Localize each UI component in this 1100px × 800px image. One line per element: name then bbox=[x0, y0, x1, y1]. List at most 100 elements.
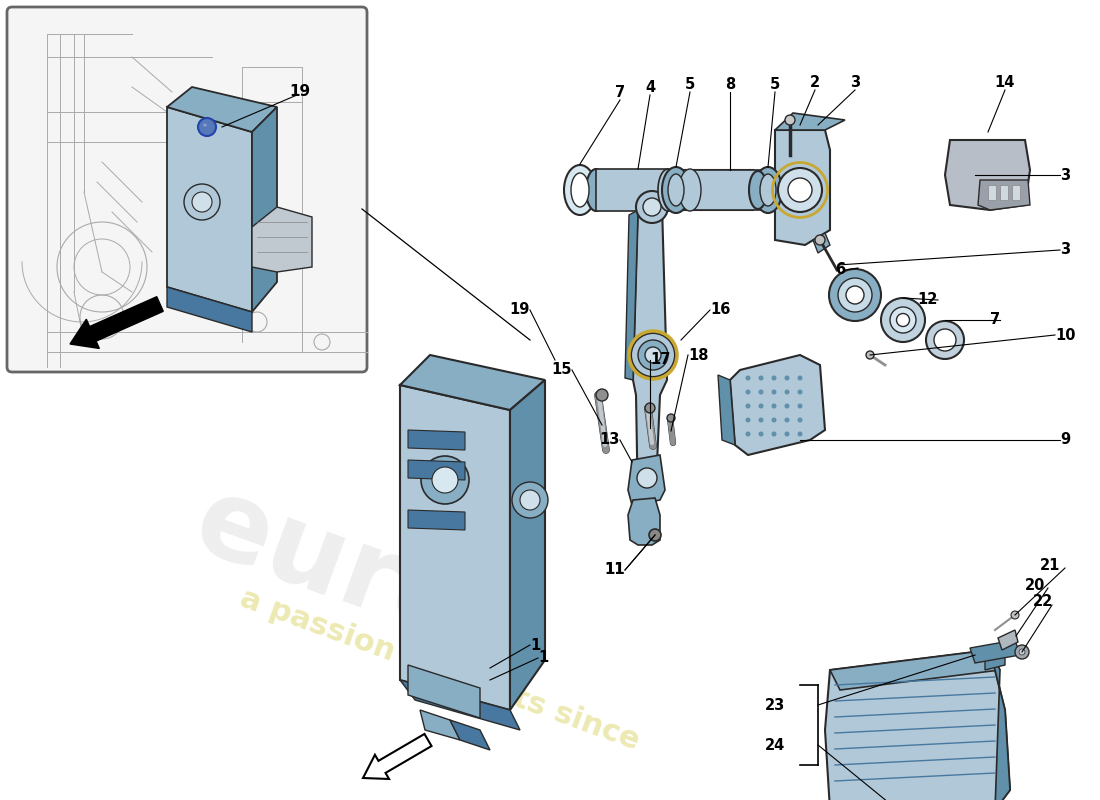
Polygon shape bbox=[408, 430, 465, 450]
Circle shape bbox=[1019, 649, 1025, 655]
Polygon shape bbox=[596, 170, 754, 210]
Circle shape bbox=[746, 431, 750, 437]
Circle shape bbox=[771, 431, 777, 437]
Text: 22: 22 bbox=[1033, 594, 1053, 610]
Polygon shape bbox=[730, 355, 825, 455]
Circle shape bbox=[798, 375, 803, 381]
Polygon shape bbox=[596, 169, 668, 211]
Circle shape bbox=[746, 375, 750, 381]
Polygon shape bbox=[813, 233, 830, 253]
Polygon shape bbox=[167, 87, 277, 132]
Text: 21: 21 bbox=[1040, 558, 1060, 573]
Circle shape bbox=[192, 192, 212, 212]
Polygon shape bbox=[400, 680, 520, 730]
FancyBboxPatch shape bbox=[7, 7, 367, 372]
Circle shape bbox=[771, 418, 777, 422]
Text: 2: 2 bbox=[810, 75, 821, 90]
Polygon shape bbox=[596, 170, 754, 178]
Circle shape bbox=[421, 456, 469, 504]
Text: 23: 23 bbox=[764, 698, 785, 713]
Polygon shape bbox=[690, 170, 768, 210]
Polygon shape bbox=[998, 630, 1018, 650]
Text: 5: 5 bbox=[685, 77, 695, 92]
Text: 7: 7 bbox=[615, 85, 625, 100]
Ellipse shape bbox=[679, 169, 701, 211]
Circle shape bbox=[645, 403, 654, 413]
Polygon shape bbox=[510, 380, 544, 710]
Text: 12: 12 bbox=[917, 293, 938, 307]
Text: 9: 9 bbox=[1060, 433, 1070, 447]
Ellipse shape bbox=[760, 174, 775, 206]
Ellipse shape bbox=[890, 307, 916, 333]
Polygon shape bbox=[400, 355, 544, 410]
Ellipse shape bbox=[571, 173, 588, 207]
Ellipse shape bbox=[926, 321, 964, 359]
Text: 13: 13 bbox=[600, 433, 620, 447]
Text: 20: 20 bbox=[1025, 578, 1045, 593]
Polygon shape bbox=[635, 510, 645, 530]
Circle shape bbox=[778, 168, 822, 212]
Circle shape bbox=[638, 340, 668, 370]
Polygon shape bbox=[420, 710, 460, 740]
Polygon shape bbox=[830, 650, 1000, 690]
Text: 10: 10 bbox=[1055, 327, 1076, 342]
Polygon shape bbox=[400, 385, 510, 710]
Ellipse shape bbox=[846, 286, 864, 304]
Polygon shape bbox=[450, 720, 490, 750]
Circle shape bbox=[1015, 645, 1028, 659]
Bar bbox=[1000, 185, 1008, 200]
Polygon shape bbox=[758, 172, 782, 208]
Text: 5: 5 bbox=[770, 77, 780, 92]
Ellipse shape bbox=[838, 278, 872, 312]
Ellipse shape bbox=[204, 123, 207, 126]
Ellipse shape bbox=[881, 298, 925, 342]
Text: 3: 3 bbox=[1060, 242, 1070, 258]
Polygon shape bbox=[167, 287, 252, 332]
Circle shape bbox=[771, 375, 777, 381]
Circle shape bbox=[746, 403, 750, 409]
Circle shape bbox=[667, 414, 675, 422]
Ellipse shape bbox=[749, 171, 767, 209]
Polygon shape bbox=[776, 113, 845, 130]
Polygon shape bbox=[628, 455, 666, 505]
Bar bbox=[1012, 185, 1020, 200]
Bar bbox=[988, 185, 996, 200]
Circle shape bbox=[198, 118, 216, 136]
Polygon shape bbox=[408, 510, 465, 530]
Circle shape bbox=[798, 390, 803, 394]
Ellipse shape bbox=[662, 167, 690, 213]
Polygon shape bbox=[825, 650, 1010, 800]
Circle shape bbox=[636, 191, 668, 223]
Circle shape bbox=[645, 347, 661, 363]
Text: 8: 8 bbox=[725, 77, 735, 92]
Circle shape bbox=[746, 390, 750, 394]
Circle shape bbox=[784, 431, 790, 437]
Ellipse shape bbox=[934, 329, 956, 351]
Text: 11: 11 bbox=[605, 562, 625, 578]
Circle shape bbox=[798, 418, 803, 422]
Circle shape bbox=[798, 431, 803, 437]
Polygon shape bbox=[408, 460, 465, 480]
Text: 3: 3 bbox=[850, 75, 860, 90]
Circle shape bbox=[759, 375, 763, 381]
Ellipse shape bbox=[586, 169, 606, 211]
Polygon shape bbox=[628, 498, 660, 545]
Circle shape bbox=[596, 389, 608, 401]
Circle shape bbox=[784, 390, 790, 394]
Circle shape bbox=[759, 418, 763, 422]
Text: 1: 1 bbox=[538, 650, 548, 666]
Polygon shape bbox=[408, 665, 480, 718]
Circle shape bbox=[759, 390, 763, 394]
Circle shape bbox=[866, 351, 874, 359]
Circle shape bbox=[520, 490, 540, 510]
Text: 7: 7 bbox=[990, 313, 1000, 327]
Ellipse shape bbox=[829, 269, 881, 321]
Ellipse shape bbox=[668, 174, 684, 206]
FancyArrow shape bbox=[70, 297, 163, 349]
Ellipse shape bbox=[564, 165, 596, 215]
Text: 19: 19 bbox=[289, 85, 310, 99]
Text: a passion for parts since: a passion for parts since bbox=[236, 584, 644, 756]
Polygon shape bbox=[252, 107, 277, 312]
Circle shape bbox=[759, 431, 763, 437]
Circle shape bbox=[784, 375, 790, 381]
